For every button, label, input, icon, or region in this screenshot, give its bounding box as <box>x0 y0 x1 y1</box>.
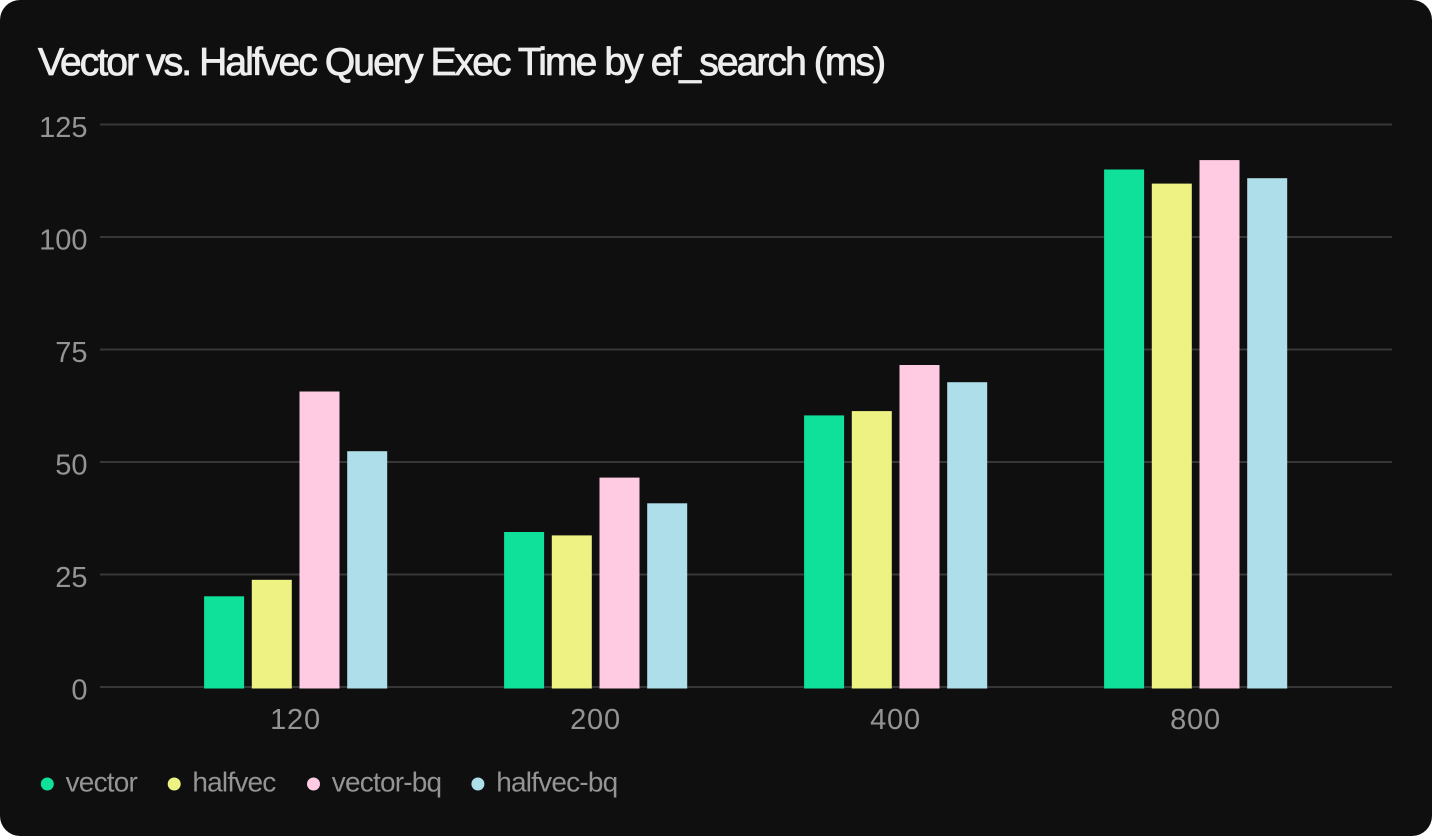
svg-text:0: 0 <box>71 675 87 707</box>
svg-text:25: 25 <box>55 562 87 594</box>
svg-text:vector: vector <box>66 767 138 798</box>
svg-text:125: 125 <box>39 112 87 144</box>
svg-text:100: 100 <box>39 225 87 257</box>
svg-text:800: 800 <box>1170 704 1221 736</box>
svg-text:200: 200 <box>570 704 621 736</box>
svg-text:400: 400 <box>870 704 921 736</box>
svg-text:120: 120 <box>270 704 321 736</box>
svg-text:halfvec-bq: halfvec-bq <box>496 767 617 798</box>
svg-text:Vector vs. Halfvec Query Exec: Vector vs. Halfvec Query Exec Time by ef… <box>38 41 884 84</box>
svg-text:vector-bq: vector-bq <box>332 767 442 798</box>
svg-text:50: 50 <box>55 450 87 482</box>
svg-text:75: 75 <box>55 337 87 369</box>
svg-text:halfvec: halfvec <box>192 767 276 798</box>
